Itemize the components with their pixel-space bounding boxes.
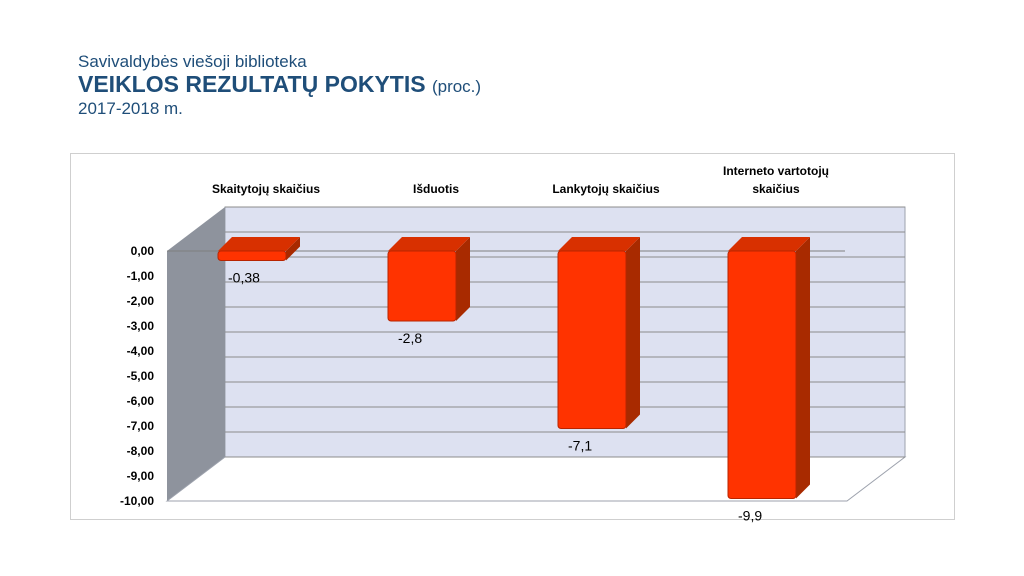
data-label: -9,9 [738,508,762,524]
title-text: VEIKLOS REZULTATŲ POKYTIS [78,71,426,97]
bar-top [388,237,470,251]
chart-side-wall [167,207,225,501]
y-tick-label: -5,00 [127,369,155,383]
y-tick-label: -7,00 [127,419,155,433]
data-label: -2,8 [398,330,422,346]
page-title: VEIKLOS REZULTATŲ POKYTIS (proc.) [78,72,481,99]
bar-top [728,237,810,251]
y-tick-label: -8,00 [127,444,155,458]
bar-side [456,237,470,321]
period-label: 2017-2018 m. [78,99,183,118]
data-label: -7,1 [568,438,592,454]
bar-top [218,237,300,251]
category-label: Skaitytojų skaičius [212,182,320,196]
y-tick-label: -9,00 [127,469,155,483]
bar [727,250,797,499]
bar [217,250,287,261]
y-tick-label: -6,00 [127,394,155,408]
bar [557,250,627,429]
y-tick-label: -3,00 [127,319,155,333]
category-label: Išduotis [413,182,459,196]
bar-side [796,237,810,499]
bar [387,250,457,322]
title-unit: (proc.) [431,77,482,96]
data-label: -0,38 [228,270,260,286]
bar-top [558,237,640,251]
y-tick-label: -2,00 [127,294,155,308]
category-label: Lankytojų skaičius [552,182,660,196]
chart-heading: Savivaldybės viešoji biblioteka VEIKLOS … [78,52,481,119]
bar-side [626,237,640,429]
y-tick-label: -4,00 [127,344,155,358]
y-tick-label: -10,00 [120,494,154,508]
category-label: skaičius [752,182,800,196]
category-label: Interneto vartotojų [723,164,829,178]
y-tick-label: 0,00 [131,244,155,258]
y-tick-label: -1,00 [127,269,155,283]
library-subtitle: Savivaldybės viešoji biblioteka [78,52,307,71]
bar-side [286,237,300,261]
